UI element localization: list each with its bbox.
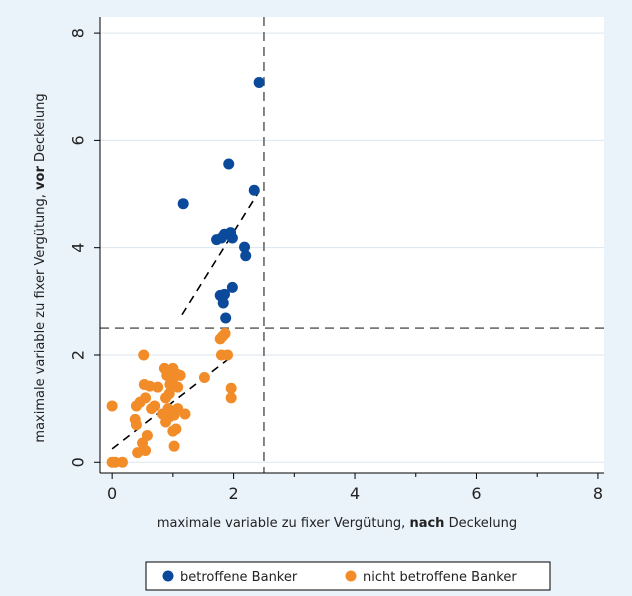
point-series0-0 <box>253 76 265 88</box>
point-series1-27 <box>168 440 180 452</box>
point-series0-1 <box>223 158 235 170</box>
point-series1-31 <box>163 388 175 400</box>
point-series0-3 <box>177 198 189 210</box>
y-axis-ticks: 0 2 4 6 8 <box>69 28 100 467</box>
point-series1-47 <box>225 382 237 394</box>
point-series1-17 <box>152 381 164 393</box>
legend: betroffene Banker nicht betroffene Banke… <box>145 561 551 591</box>
y-tick-label-2: 2 <box>69 350 88 360</box>
x-tick-label-2: 2 <box>228 484 238 503</box>
x-tick-label-4: 4 <box>350 484 360 503</box>
y-axis-title: maximale variable zu fixer Vergütung, vo… <box>33 93 48 442</box>
point-series1-7 <box>129 413 141 425</box>
x-tick-label-0: 0 <box>107 484 117 503</box>
fit-line-series0 <box>181 190 260 316</box>
legend-marker-nicht-betroffene <box>345 570 357 582</box>
point-series0-11 <box>226 281 238 293</box>
point-series1-3 <box>116 456 128 468</box>
data-points <box>106 76 265 468</box>
point-series0-8 <box>226 232 238 244</box>
point-series1-14 <box>149 400 161 412</box>
point-series0-10 <box>240 250 252 262</box>
point-series1-38 <box>174 369 186 381</box>
point-series0-15 <box>220 312 232 324</box>
legend-marker-betroffene <box>162 570 174 582</box>
plot-area <box>100 17 604 473</box>
y-tick-label-0: 0 <box>69 457 88 467</box>
x-axis-ticks: 0 2 4 6 8 <box>107 473 603 503</box>
point-series0-9 <box>239 241 251 253</box>
point-series1-9 <box>141 429 153 441</box>
point-series1-41 <box>198 372 210 384</box>
point-series0-13 <box>218 288 230 300</box>
y-tick-label-4: 4 <box>69 243 88 253</box>
point-series1-29 <box>179 408 191 420</box>
point-series1-26 <box>167 425 179 437</box>
point-series1-0 <box>106 400 118 412</box>
point-series1-45 <box>219 328 231 340</box>
point-series0-2 <box>248 184 260 196</box>
fit-lines <box>111 190 260 450</box>
legend-label-betroffene: betroffene Banker <box>180 570 298 585</box>
point-series1-39 <box>158 362 170 374</box>
point-series0-14 <box>217 297 229 309</box>
point-series0-6 <box>215 232 227 244</box>
x-tick-label-8: 8 <box>593 484 603 503</box>
y-tick-label-6: 6 <box>69 135 88 145</box>
point-series1-46 <box>222 349 234 361</box>
grid-lines <box>100 32 604 463</box>
point-series1-34 <box>172 381 184 393</box>
point-series1-12 <box>140 392 152 404</box>
x-axis-title: maximale variable zu fixer Vergütung, na… <box>157 516 517 531</box>
y-tick-label-8: 8 <box>69 28 88 38</box>
point-series1-48 <box>225 392 237 404</box>
point-series1-40 <box>167 362 179 374</box>
legend-label-nicht-betroffene: nicht betroffene Banker <box>363 570 517 585</box>
x-tick-label-6: 6 <box>471 484 481 503</box>
fit-line-series1 <box>111 354 235 450</box>
reference-lines <box>100 17 604 473</box>
point-series1-18 <box>138 349 150 361</box>
